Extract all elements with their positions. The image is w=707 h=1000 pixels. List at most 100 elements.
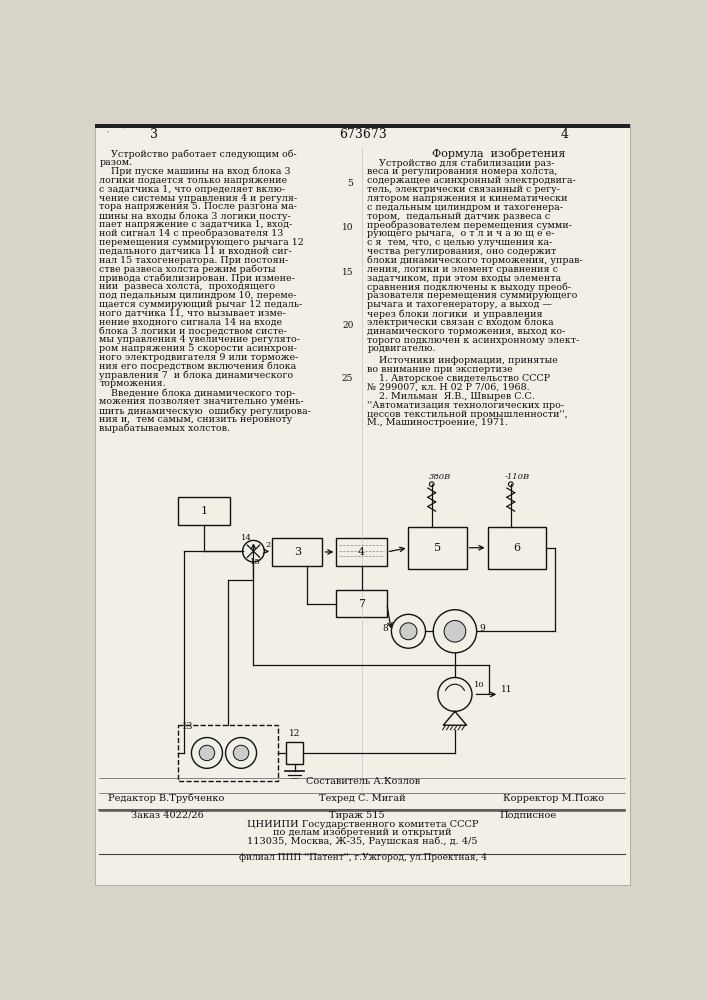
Text: 2: 2 [265,541,270,549]
Text: электрически связан с входом блока: электрически связан с входом блока [368,318,554,327]
Text: 10: 10 [342,223,354,232]
Text: ного датчика 11, что вызывает изме-: ного датчика 11, что вызывает изме- [99,309,286,318]
Text: -110В: -110В [505,473,530,481]
Text: разом.: разом. [99,158,132,167]
Text: лятором напряжения и кинематически: лятором напряжения и кинематически [368,194,568,203]
Circle shape [226,738,257,768]
Text: 2. Мильман  Я.В., Швырев С.С.: 2. Мильман Я.В., Швырев С.С. [368,392,535,401]
Circle shape [233,745,249,761]
Text: ния и,  тем самым, снизить неровноту: ния и, тем самым, снизить неровноту [99,415,293,424]
Circle shape [400,623,417,640]
Text: 6: 6 [513,543,520,553]
Text: 4: 4 [358,547,365,557]
Bar [177,725,279,781]
Text: под педальным цилиндром 10, переме-: под педальным цилиндром 10, переме- [99,291,297,300]
Text: .: . [138,127,139,131]
Text: нал 15 тахогенератора. При постоян-: нал 15 тахогенератора. При постоян- [99,256,288,265]
Text: 9: 9 [480,624,486,633]
Text: М., Машиностроение, 1971.: М., Машиностроение, 1971. [368,418,508,427]
Text: родвигателю.: родвигателю. [368,344,436,353]
Text: ного электродвигателя 9 или торможе-: ного электродвигателя 9 или торможе- [99,353,298,362]
Text: разователя перемещения суммирующего: разователя перемещения суммирующего [368,291,578,300]
Text: 12: 12 [289,729,300,738]
Circle shape [392,614,426,648]
Text: При пуске машины на вход блока 3: При пуске машины на вход блока 3 [99,167,291,176]
Text: можения позволяет значительно умень-: можения позволяет значительно умень- [99,397,304,406]
Bar [337,538,387,566]
Text: 8: 8 [382,624,388,633]
Circle shape [438,677,472,711]
Text: пает напряжение с задатчика 1, вход-: пает напряжение с задатчика 1, вход- [99,220,293,229]
Text: торого подключен к асинхронному элект-: торого подключен к асинхронному элект- [368,336,580,345]
Text: 113035, Москва, Ж-35, Раушская наб., д. 4/5: 113035, Москва, Ж-35, Раушская наб., д. … [247,836,478,846]
Text: стве развеса холста режим работы: стве развеса холста режим работы [99,264,276,274]
Text: тель, электрически связанный с регу-: тель, электрически связанный с регу- [368,185,561,194]
Text: во внимание при экспертизе: во внимание при экспертизе [368,365,513,374]
Text: Заказ 4022/26: Заказ 4022/26 [131,811,204,820]
Text: мы управления 4 увеличение регулято-: мы управления 4 увеличение регулято- [99,335,300,344]
Circle shape [444,620,466,642]
Text: Подписное: Подписное [499,811,556,820]
Text: .: . [111,128,112,132]
Text: 673673: 673673 [339,128,387,141]
Text: 1. Авторское свидетельство СССР: 1. Авторское свидетельство СССР [368,374,551,383]
Text: 5: 5 [434,543,441,553]
Text: через блоки логики  и управления: через блоки логики и управления [368,309,543,319]
Bar [177,497,230,525]
Text: Введение блока динамического тор-: Введение блока динамического тор- [99,388,296,398]
Text: ЦНИИПИ Государственного комитета СССР: ЦНИИПИ Государственного комитета СССР [247,820,479,829]
Text: Источники информации, принятые: Источники информации, принятые [368,356,559,365]
Text: 1: 1 [200,506,207,516]
Text: 20: 20 [342,321,354,330]
Text: чение системы управления 4 и регуля-: чение системы управления 4 и регуля- [99,194,298,203]
Text: перемещения суммирующего рычага 12: перемещения суммирующего рычага 12 [99,238,304,247]
Text: управления 7  и блока динамического: управления 7 и блока динамического [99,371,293,380]
Text: Формула  изобретения: Формула изобретения [433,148,566,159]
Text: Техред С. Мигай: Техред С. Мигай [320,794,406,803]
Text: Устройство для стабилизации раз-: Устройство для стабилизации раз- [368,158,555,168]
Text: *: * [107,131,109,135]
Text: рующего рычага,  о т л и ч а ю щ е е-: рующего рычага, о т л и ч а ю щ е е- [368,229,555,238]
Text: Корректор М.Пожо: Корректор М.Пожо [503,794,604,803]
Text: 14: 14 [241,534,252,542]
Text: Редактор В.Трубченко: Редактор В.Трубченко [107,793,224,803]
Text: 380В: 380В [428,473,451,481]
Bar [409,527,467,569]
Text: 11: 11 [501,685,512,694]
Text: 25: 25 [342,374,354,383]
Text: Составитель А.Козлов: Составитель А.Козлов [305,777,420,786]
Text: 10: 10 [474,681,484,689]
Text: вырабатываемых холстов.: вырабатываемых холстов. [99,424,230,433]
Bar [337,590,387,617]
Text: 3: 3 [293,547,300,557]
Text: Устройство работает следующим об-: Устройство работает следующим об- [99,149,297,159]
Text: ления, логики и элемент сравнения с: ления, логики и элемент сравнения с [368,265,559,274]
Circle shape [192,738,223,768]
Text: ром напряжения 5 скорости асинхрон-: ром напряжения 5 скорости асинхрон- [99,344,297,353]
Text: ной сигнал 14 с преобразователя 13: ной сигнал 14 с преобразователя 13 [99,229,284,238]
Text: шить динамическую  ошибку регулирова-: шить динамическую ошибку регулирова- [99,406,311,416]
Text: динамического торможения, выход ко-: динамического торможения, выход ко- [368,327,566,336]
Text: ,: , [122,126,124,130]
Circle shape [508,482,513,487]
Text: Тираж 515: Тираж 515 [329,811,384,820]
Text: 13: 13 [182,722,194,731]
Text: № 299007, кл. Н 02 Р 7/06, 1968.: № 299007, кл. Н 02 Р 7/06, 1968. [368,383,530,392]
Text: по делам изобретений и открытий: по делам изобретений и открытий [274,828,452,837]
Text: ,: , [119,125,120,129]
Text: 7: 7 [358,599,365,609]
Bar [95,124,630,128]
Text: 4: 4 [561,128,569,141]
Text: привода стабилизирован. При измене-: привода стабилизирован. При измене- [99,273,295,283]
Text: с педальным цилиндром и тахогенера-: с педальным цилиндром и тахогенера- [368,203,563,212]
Text: цессов текстильной промышленности'',: цессов текстильной промышленности'', [368,410,568,419]
Text: 3: 3 [151,128,158,141]
Text: ''Автоматизация технологических про-: ''Автоматизация технологических про- [368,401,564,410]
Bar [272,538,322,566]
Text: щается суммирующий рычаг 12 педаль-: щается суммирующий рычаг 12 педаль- [99,300,303,309]
Text: веса и регулирования номера холста,: веса и регулирования номера холста, [368,167,558,176]
Text: филиал ППП ''Патент'', г.Ужгород, ул.Проектная, 4: филиал ППП ''Патент'', г.Ужгород, ул.Про… [239,853,486,862]
Text: нение входного сигнала 14 на входе: нение входного сигнала 14 на входе [99,318,282,327]
Circle shape [199,745,215,761]
Circle shape [429,482,434,487]
